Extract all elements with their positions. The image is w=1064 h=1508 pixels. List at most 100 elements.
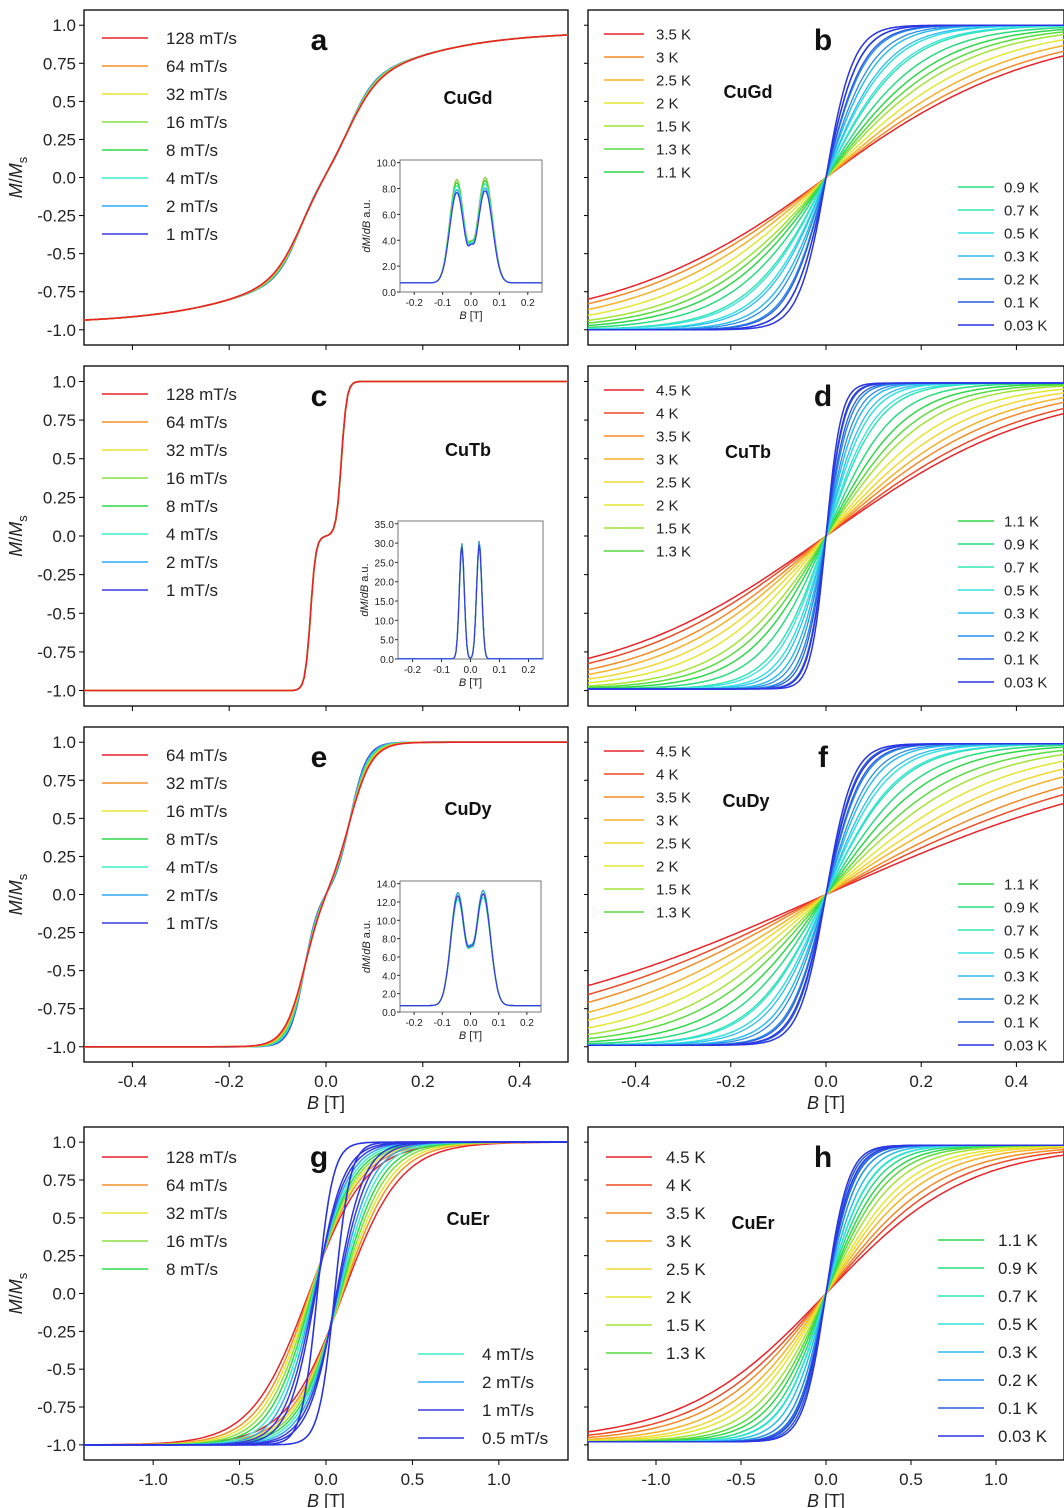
y-tick-label: -1.0	[47, 321, 76, 340]
material-label: CuTb	[445, 440, 491, 460]
x-tick-label: -0.2	[215, 1072, 244, 1091]
legend-label: 4 mT/s	[166, 169, 218, 188]
legend-label: 8 mT/s	[166, 141, 218, 160]
legend-label: 2 K	[656, 858, 679, 875]
inset-y-tick-label: 4.0	[382, 236, 396, 247]
inset-series-line	[398, 544, 543, 660]
inset-series-line	[400, 189, 542, 284]
series-line	[84, 1141, 568, 1446]
legend-label: 0.5 K	[1004, 945, 1039, 962]
legend-label: 0.1 K	[1004, 1014, 1039, 1031]
series-line	[84, 741, 568, 1048]
x-tick-label: 0.4	[1005, 1072, 1029, 1091]
legend-label: 1.1 K	[1004, 876, 1039, 893]
legend-label: 64 mT/s	[166, 1176, 227, 1195]
legend-label: 2 mT/s	[166, 553, 218, 572]
material-label: CuGd	[724, 82, 773, 102]
series-line	[84, 1141, 568, 1446]
inset-x-tick-label: 0.2	[521, 298, 535, 309]
series-group	[587, 1144, 1064, 1443]
legend-label: 64 mT/s	[166, 57, 227, 76]
inset-y-tick-label: 2.0	[382, 990, 396, 1001]
inset-x-tick-label: -0.2	[404, 665, 422, 676]
series-group	[587, 743, 1064, 1046]
legend-label: 0.7 K	[1004, 922, 1039, 939]
legend-label: 2 mT/s	[166, 197, 218, 216]
x-tick-label: 1.0	[984, 1470, 1008, 1489]
inset-frame	[397, 520, 544, 660]
series-line	[84, 1141, 568, 1446]
legend-label: 3.5 K	[656, 789, 691, 806]
series-line	[84, 1141, 568, 1446]
legend-label: 32 mT/s	[166, 774, 227, 793]
x-tick-label: -0.2	[716, 1072, 745, 1091]
panel-letter-a: a	[311, 24, 328, 57]
legend-label: 4.5 K	[656, 382, 691, 399]
y-tick-label: 0.75	[43, 54, 76, 73]
series-line	[84, 1141, 568, 1446]
x-tick-label: 0.0	[814, 1470, 838, 1489]
inset-y-tick-label: 8.0	[382, 935, 396, 946]
legend-label: 2 K	[656, 497, 679, 514]
series-line	[84, 1141, 568, 1446]
legend-label: 4 K	[656, 405, 679, 422]
inset-y-tick-label: 0.0	[382, 1008, 396, 1019]
x-axis-label: B [T]	[807, 1093, 845, 1113]
y-tick-label: 0.25	[43, 488, 76, 507]
legend-label: 3.5 K	[656, 428, 691, 445]
legend-label: 64 mT/s	[166, 746, 227, 765]
legend-label: 4.5 K	[666, 1148, 706, 1167]
legend-label: 1 mT/s	[166, 914, 218, 933]
legend-label: 0.7 K	[998, 1287, 1038, 1306]
series-group	[84, 380, 568, 692]
y-tick-label: 0.0	[52, 886, 76, 905]
series-line	[84, 1141, 568, 1446]
series-line	[84, 380, 568, 692]
series-line	[84, 1141, 568, 1446]
y-tick-label: -0.5	[47, 604, 76, 623]
x-tick-label: 0.5	[401, 1470, 425, 1489]
legend-label: 1.1 K	[656, 164, 691, 181]
legend-label: 0.3 K	[1004, 248, 1039, 265]
panel-letter-e: e	[311, 741, 328, 774]
series-group	[587, 382, 1064, 690]
legend-label: 0.2 K	[1004, 991, 1039, 1008]
series-line	[83, 1141, 568, 1446]
y-tick-label: 0.75	[43, 1171, 76, 1190]
inset-x-tick-label: -0.1	[434, 298, 452, 309]
series-line	[84, 1141, 568, 1446]
inset-x-label: B [T]	[459, 677, 482, 689]
legend-label: 8 mT/s	[166, 830, 218, 849]
legend-label: 0.3 K	[998, 1343, 1038, 1362]
x-tick-label: 1.0	[487, 1470, 511, 1489]
legend-label: 1 mT/s	[166, 225, 218, 244]
legend-label: 1.5 K	[656, 881, 691, 898]
legend-label: 0.1 K	[1004, 294, 1039, 311]
series-line	[84, 1141, 568, 1446]
inset-y-tick-label: 12.0	[377, 898, 397, 909]
y-tick-label: -1.0	[47, 1436, 76, 1455]
series-line	[84, 1141, 568, 1446]
series-line	[84, 1141, 569, 1446]
inset-y-tick-label: 4.0	[382, 971, 396, 982]
inset-x-tick-label: 0.0	[464, 298, 478, 309]
panel-letter-h: h	[814, 1141, 832, 1174]
legend-label: 0.2 K	[1004, 271, 1039, 288]
inset-x-tick-label: 0.1	[492, 298, 506, 309]
inset-y-tick-label: 15.0	[375, 597, 395, 608]
inset-y-label: dM/dB a.u.	[361, 920, 373, 973]
x-tick-label: -0.5	[225, 1470, 254, 1489]
y-tick-label: -0.25	[37, 1322, 76, 1341]
series-group	[587, 24, 1064, 331]
y-tick-label: 1.0	[52, 733, 76, 752]
material-label: CuEr	[446, 1209, 489, 1229]
inset-y-tick-label: 0.0	[380, 655, 394, 666]
inset-x-tick-label: -0.1	[434, 1018, 452, 1029]
y-tick-label: 1.0	[52, 1133, 76, 1152]
legend-label: 1.5 K	[656, 520, 691, 537]
legend-label: 2.5 K	[656, 72, 691, 89]
x-tick-label: 0.2	[909, 1072, 933, 1091]
legend-label: 0.9 K	[1004, 536, 1039, 553]
legend-label: 0.9 K	[998, 1259, 1038, 1278]
